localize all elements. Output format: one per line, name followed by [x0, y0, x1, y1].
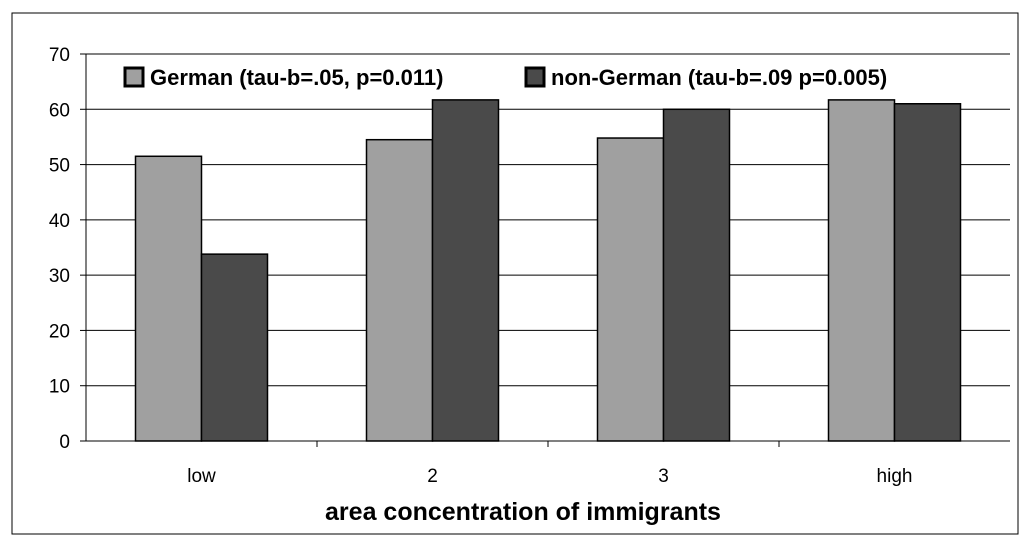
y-tick-label: 10: [49, 377, 70, 398]
y-tick-label: 70: [49, 45, 70, 66]
x-tick-label: 2: [427, 466, 438, 487]
x-axis-title: area concentration of immigrants: [325, 498, 721, 526]
bar-non-german-low: [200, 253, 269, 442]
legend-swatch: [524, 66, 546, 88]
bars: [134, 99, 962, 442]
bar-non-german-2: [431, 99, 500, 442]
bar-german-2: [365, 138, 434, 442]
axes: [85, 54, 1010, 442]
legend: German (tau-b=.05, p=0.011) non-German (t…: [123, 65, 887, 90]
x-tick-label: high: [877, 466, 913, 487]
y-axis-ticks: 0 10 20 30 40 50 60 70: [49, 45, 86, 453]
bar-german-high: [827, 99, 896, 442]
x-axis-ticks: low 2 3 high: [187, 441, 912, 487]
legend-item: non-German (tau-b=.09 p=0.005): [524, 65, 887, 90]
y-tick-label: 0: [59, 432, 70, 453]
legend-swatch: [123, 66, 145, 88]
y-tick-label: 60: [49, 100, 70, 121]
y-tick-label: 40: [49, 211, 70, 232]
legend-label: German (tau-b=.05, p=0.011): [150, 65, 443, 90]
bar-non-german-high: [893, 103, 962, 442]
bar-german-3: [596, 137, 665, 442]
bar-non-german-3: [662, 108, 731, 442]
x-tick-label: low: [187, 466, 216, 487]
y-tick-label: 20: [49, 321, 70, 342]
bar-german-low: [134, 155, 203, 442]
y-tick-label: 30: [49, 266, 70, 287]
x-tick-label: 3: [658, 466, 669, 487]
legend-label: non-German (tau-b=.09 p=0.005): [551, 65, 887, 90]
y-tick-label: 50: [49, 156, 70, 177]
legend-item: German (tau-b=.05, p=0.011): [123, 65, 443, 90]
